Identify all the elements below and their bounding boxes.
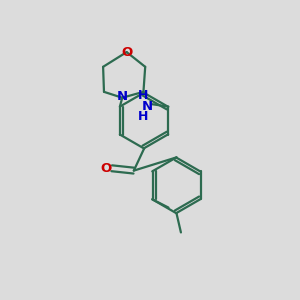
Text: O: O	[121, 46, 132, 59]
Text: O: O	[101, 162, 112, 175]
Text: N: N	[141, 100, 152, 113]
Text: H: H	[137, 89, 148, 103]
Text: N: N	[117, 90, 128, 103]
Text: H: H	[137, 110, 148, 123]
